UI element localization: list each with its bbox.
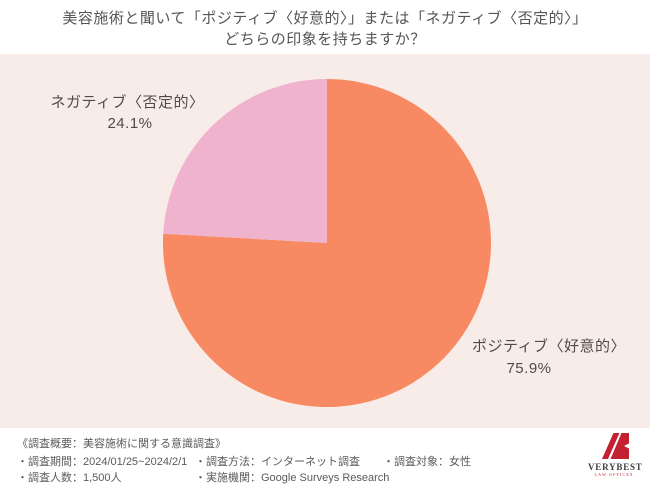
- chart-title-line-2: どちらの印象を持ちますか？: [224, 31, 426, 48]
- chart-title-line-1: 美容施術と聞いて「ポジティブ〈好意的〉」または「ネガティブ〈否定的〉」: [62, 10, 588, 27]
- pie-chart: [162, 79, 491, 408]
- survey-sample-size: ・調査人数：1,500人: [17, 472, 122, 484]
- pie-slice: [163, 79, 327, 243]
- survey-detail-column-2: ・調査方法：インターネット調査 ・実施機関：Google Surveys Res…: [195, 454, 389, 486]
- verybest-logo-subtitle: LAW OFFICES: [594, 472, 634, 477]
- verybest-logo-icon: [602, 433, 629, 459]
- footer: 《調査概要：美容施術に関する意識調査》 ・調査期間：2024/01/25~202…: [0, 428, 650, 488]
- survey-summary-title: 《調査概要：美容施術に関する意識調査》: [17, 438, 226, 450]
- survey-period: ・調査期間：2024/01/25~2024/2/1: [17, 456, 188, 468]
- negative-slice-percentage: 24.1%: [107, 115, 153, 132]
- chart-area: ネガティブ〈否定的〉 24.1% ポジティブ〈好意的〉 75.9%: [0, 54, 650, 428]
- verybest-logo: VERYBEST LAW OFFICES: [588, 431, 643, 477]
- positive-slice-label: ポジティブ〈好意的〉: [471, 338, 627, 355]
- survey-detail-column-1: ・調査期間：2024/01/25~2024/2/1 ・調査人数：1,500人: [17, 454, 187, 486]
- survey-method: ・調査方法：インターネット調査: [195, 456, 360, 468]
- negative-slice-label: ネガティブ〈否定的〉: [50, 94, 205, 111]
- survey-agency: ・実施機関：Google Surveys Research: [195, 472, 390, 484]
- header: 美容施術と聞いて「ポジティブ〈好意的〉」または「ネガティブ〈否定的〉」 どちらの…: [0, 0, 650, 54]
- survey-detail-column-3: ・調査対象：女性: [383, 454, 471, 470]
- survey-target: ・調査対象：女性: [383, 456, 471, 468]
- positive-slice-percentage: 75.9%: [506, 360, 552, 377]
- pie-slice: [162, 79, 491, 408]
- verybest-logo-name: VERYBEST: [588, 462, 643, 472]
